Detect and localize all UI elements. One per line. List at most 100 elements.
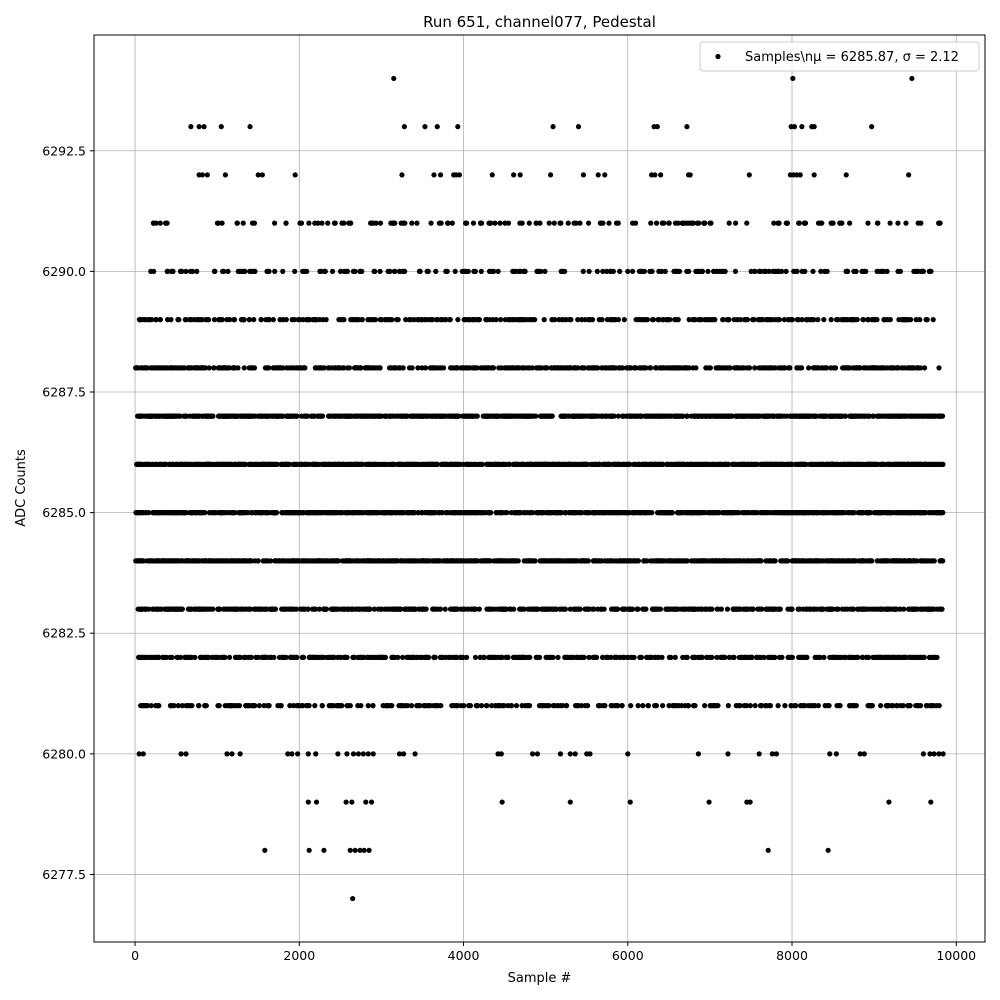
data-point [887, 220, 893, 226]
data-point [915, 461, 921, 467]
data-point [494, 558, 500, 564]
data-point [850, 510, 857, 516]
data-point [305, 799, 311, 805]
data-point [252, 510, 258, 516]
data-point [684, 510, 690, 516]
data-point [286, 413, 292, 419]
data-point [511, 172, 517, 178]
data-point [529, 751, 536, 757]
data-point [829, 461, 835, 467]
data-point [630, 268, 636, 274]
data-point [355, 413, 361, 419]
data-point [576, 413, 582, 419]
data-point [341, 365, 347, 371]
data-point [388, 461, 394, 467]
data-point [455, 124, 461, 130]
data-point [705, 268, 711, 274]
data-point [794, 365, 800, 371]
data-point [710, 413, 716, 419]
data-point [739, 461, 745, 467]
data-point [350, 510, 356, 516]
data-point [393, 365, 399, 371]
data-point [240, 317, 246, 323]
data-point [456, 413, 462, 419]
data-point [584, 510, 590, 516]
data-point [819, 220, 825, 226]
data-point [220, 268, 226, 274]
data-point [748, 268, 754, 274]
data-point [305, 317, 312, 323]
data-point [821, 317, 827, 323]
data-point [638, 413, 644, 419]
data-point [779, 461, 785, 467]
data-point [810, 365, 817, 371]
data-point [387, 510, 393, 516]
data-point [376, 413, 382, 419]
data-point [410, 510, 416, 516]
data-point [789, 317, 796, 323]
data-point [796, 220, 802, 226]
data-point [698, 268, 704, 274]
data-point [615, 220, 621, 226]
data-point [625, 268, 631, 274]
data-point [602, 510, 608, 516]
data-point [271, 413, 278, 419]
data-point [449, 220, 455, 226]
data-point [534, 751, 541, 757]
data-point [323, 317, 329, 323]
data-point [766, 268, 772, 274]
data-point [265, 558, 271, 564]
data-point [192, 510, 198, 516]
data-point [706, 317, 712, 323]
data-point [832, 510, 838, 516]
data-point [763, 365, 770, 371]
data-point [419, 365, 425, 371]
data-point [828, 220, 834, 226]
data-point [238, 413, 244, 419]
data-point [498, 317, 504, 323]
data-point [199, 558, 205, 564]
data-point [731, 461, 737, 467]
data-point [811, 317, 817, 323]
data-point [767, 413, 773, 419]
data-point [740, 365, 746, 371]
data-point [332, 220, 338, 226]
data-point [462, 220, 469, 226]
data-point [870, 317, 877, 323]
data-point [839, 220, 845, 226]
data-point [653, 365, 659, 371]
data-point [234, 220, 240, 226]
data-point [869, 124, 875, 130]
data-point [823, 365, 829, 371]
data-point [771, 220, 777, 226]
data-point [541, 317, 547, 323]
data-point [672, 317, 678, 323]
data-point [851, 317, 857, 323]
data-point [204, 413, 210, 419]
data-point [580, 461, 586, 467]
data-point [222, 172, 228, 178]
data-point [301, 365, 307, 371]
data-point [283, 461, 289, 467]
data-point [233, 413, 239, 419]
data-point [810, 268, 816, 274]
data-point [365, 510, 372, 516]
data-point [499, 799, 505, 805]
data-point [881, 317, 888, 323]
data-point [311, 510, 318, 516]
data-point [697, 317, 703, 323]
data-point [918, 558, 924, 564]
data-point [507, 413, 513, 419]
data-point [389, 317, 395, 323]
data-point [794, 317, 800, 323]
data-point [600, 268, 606, 274]
data-point [255, 558, 261, 564]
data-point [193, 461, 199, 467]
data-point [336, 317, 342, 323]
data-point [646, 413, 652, 419]
data-point [724, 461, 730, 467]
data-point [906, 365, 912, 371]
data-point [262, 847, 268, 853]
data-point [279, 510, 285, 516]
data-point [206, 365, 212, 371]
